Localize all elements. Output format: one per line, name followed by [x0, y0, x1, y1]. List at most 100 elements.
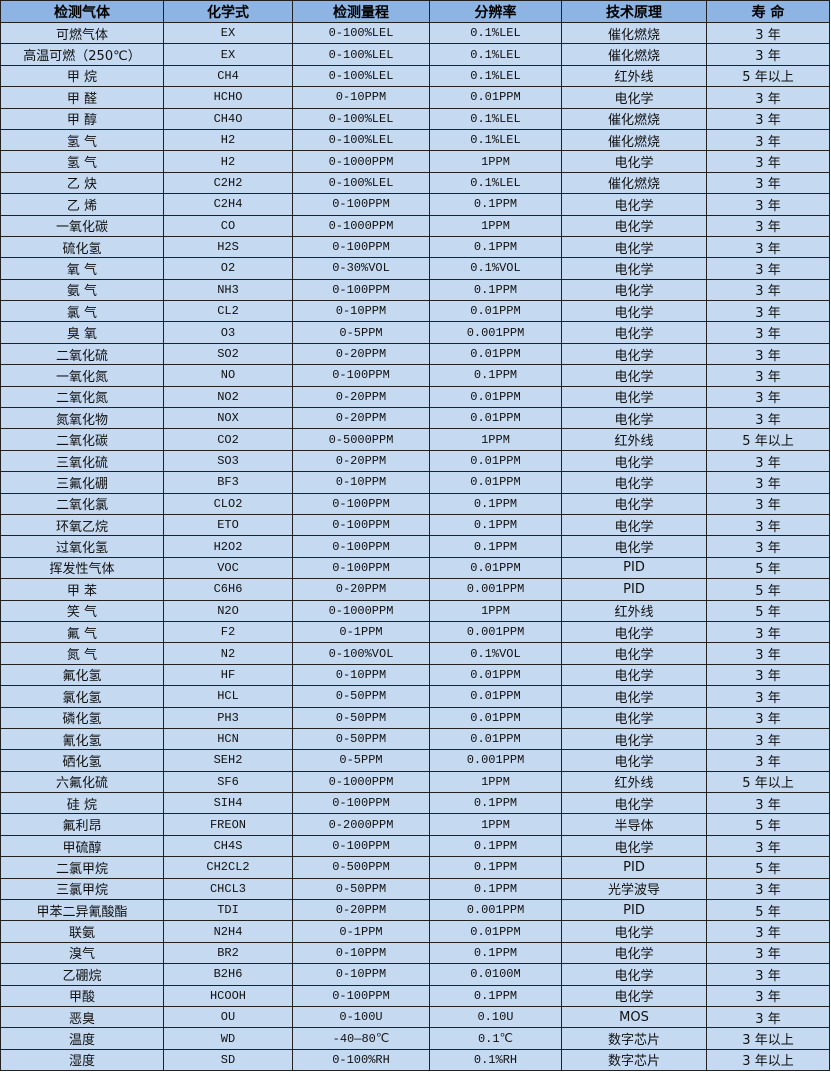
cell-gas-name: 甲硫醇 [0, 834, 164, 858]
cell-resolution: 0.01PPM [429, 663, 562, 687]
cell-range: 0-20PPM [292, 407, 430, 430]
cell-lifespan: 3 年 [706, 513, 830, 537]
table-row: 挥发性气体 VOC 0-100PPM 0.01PPM PID 5 年 [0, 556, 830, 580]
cell-lifespan: 3 年 [706, 385, 830, 409]
table-row: 乙 烯 C2H4 0-100PPM 0.1PPM 电化学 3 年 [0, 193, 830, 216]
cell-gas-name: 环氧乙烷 [0, 513, 164, 537]
cell-range: 0-1PPM [292, 620, 430, 644]
cell-range: 0-20PPM [292, 578, 430, 601]
cell-principle: 电化学 [561, 407, 707, 430]
cell-lifespan: 3 年 [706, 706, 830, 729]
table-row: 甲 烷 CH4 0-100%LEL 0.1%LEL 红外线 5 年以上 [0, 64, 830, 88]
cell-gas-name: 臭 氧 [0, 321, 164, 344]
cell-gas-name: 硅 烷 [0, 792, 164, 815]
cell-formula: C2H4 [163, 193, 293, 216]
table-row: 氰化氢 HCN 0-50PPM 0.01PPM 电化学 3 年 [0, 727, 830, 751]
table-row: 二氧化碳 CO2 0-5000PPM 1PPM 红外线 5 年以上 [0, 428, 830, 451]
cell-gas-name: 湿度 [0, 1048, 164, 1072]
cell-principle: 电化学 [561, 749, 707, 772]
table-row: 一氧化氮 NO 0-100PPM 0.1PPM 电化学 3 年 [0, 364, 830, 387]
cell-resolution: 0.1%LEL [429, 43, 562, 66]
cell-resolution: 0.01PPM [429, 407, 562, 430]
cell-resolution: 0.1%LEL [429, 107, 562, 130]
cell-gas-name: 硫化氢 [0, 235, 164, 259]
cell-range: 0-30%VOL [292, 257, 430, 280]
table-row: 氟 气 F2 0-1PPM 0.001PPM 电化学 3 年 [0, 620, 830, 644]
cell-lifespan: 3 年 [706, 642, 830, 665]
cell-range: 0-10PPM [292, 86, 430, 109]
cell-formula: CH4O [163, 107, 293, 130]
cell-gas-name: 乙硼烷 [0, 963, 164, 986]
cell-formula: ETO [163, 513, 293, 537]
cell-principle: 电化学 [561, 685, 707, 708]
cell-lifespan: 3 年 [706, 535, 830, 558]
cell-gas-name: 氯 气 [0, 300, 164, 323]
cell-lifespan: 3 年 [706, 620, 830, 644]
cell-gas-name: 甲 苯 [0, 578, 164, 601]
cell-range: 0-5PPM [292, 749, 430, 772]
cell-principle: 电化学 [561, 834, 707, 858]
cell-principle: 电化学 [561, 342, 707, 366]
cell-lifespan: 3 年 [706, 1005, 830, 1029]
cell-formula: VOC [163, 556, 293, 580]
cell-formula: N2 [163, 642, 293, 665]
cell-range: 0-100U [292, 1005, 430, 1029]
cell-gas-name: 二氧化碳 [0, 428, 164, 451]
cell-range: 0-100%LEL [292, 128, 430, 152]
cell-range: -40—80℃ [292, 1027, 430, 1050]
cell-gas-name: 氢 气 [0, 150, 164, 173]
cell-lifespan: 3 年 [706, 235, 830, 259]
cell-range: 0-50PPM [292, 685, 430, 708]
cell-lifespan: 3 年 [706, 150, 830, 173]
cell-principle: 电化学 [561, 193, 707, 216]
table-row: 氧 气 O2 0-30%VOL 0.1%VOL 电化学 3 年 [0, 257, 830, 280]
cell-gas-name: 过氧化氢 [0, 535, 164, 558]
cell-formula: N2H4 [163, 920, 293, 943]
cell-gas-name: 氯化氢 [0, 685, 164, 708]
cell-formula: HF [163, 663, 293, 687]
cell-lifespan: 3 年以上 [706, 1048, 830, 1072]
table-row: 温度 WD -40—80℃ 0.1℃ 数字芯片 3 年以上 [0, 1027, 830, 1050]
cell-principle: 催化燃烧 [561, 21, 707, 45]
cell-lifespan: 3 年 [706, 364, 830, 387]
table-row: 甲 醛 HCHO 0-10PPM 0.01PPM 电化学 3 年 [0, 86, 830, 109]
cell-formula: HCN [163, 727, 293, 751]
cell-gas-name: 氟利昂 [0, 813, 164, 836]
cell-formula: O2 [163, 257, 293, 280]
cell-gas-name: 氟 气 [0, 620, 164, 644]
cell-range: 0-20PPM [292, 449, 430, 473]
cell-lifespan: 3 年 [706, 171, 830, 195]
cell-range: 0-100PPM [292, 364, 430, 387]
cell-lifespan: 3 年 [706, 984, 830, 1007]
table-row: 硒化氢 SEH2 0-5PPM 0.001PPM 电化学 3 年 [0, 749, 830, 772]
table-row: 三氯甲烷 CHCL3 0-50PPM 0.1PPM 光学波导 3 年 [0, 877, 830, 901]
cell-resolution: 0.001PPM [429, 899, 562, 922]
cell-principle: 电化学 [561, 492, 707, 515]
table-row: 二氧化氮 NO2 0-20PPM 0.01PPM 电化学 3 年 [0, 385, 830, 409]
cell-lifespan: 3 年 [706, 663, 830, 687]
cell-lifespan: 3 年 [706, 834, 830, 858]
table-row: 氢 气 H2 0-1000PPM 1PPM 电化学 3 年 [0, 150, 830, 173]
cell-range: 0-100%LEL [292, 43, 430, 66]
cell-range: 0-500PPM [292, 856, 430, 879]
cell-formula: HCOOH [163, 984, 293, 1007]
cell-resolution: 0.1PPM [429, 235, 562, 259]
table-row: 磷化氢 PH3 0-50PPM 0.01PPM 电化学 3 年 [0, 706, 830, 729]
cell-gas-name: 六氟化硫 [0, 770, 164, 794]
cell-formula: CH4 [163, 64, 293, 88]
cell-resolution: 1PPM [429, 428, 562, 451]
cell-resolution: 0.1PPM [429, 856, 562, 879]
cell-range: 0-50PPM [292, 877, 430, 901]
cell-lifespan: 3 年 [706, 727, 830, 751]
table-row: 二氧化氯 CLO2 0-100PPM 0.1PPM 电化学 3 年 [0, 492, 830, 515]
table-row: 六氟化硫 SF6 0-1000PPM 1PPM 红外线 5 年以上 [0, 770, 830, 794]
cell-principle: 半导体 [561, 813, 707, 836]
cell-range: 0-1000PPM [292, 770, 430, 794]
cell-range: 0-1PPM [292, 920, 430, 943]
cell-formula: WD [163, 1027, 293, 1050]
cell-principle: PID [561, 899, 707, 922]
cell-resolution: 1PPM [429, 599, 562, 622]
cell-resolution: 0.1PPM [429, 941, 562, 965]
cell-resolution: 0.01PPM [429, 706, 562, 729]
